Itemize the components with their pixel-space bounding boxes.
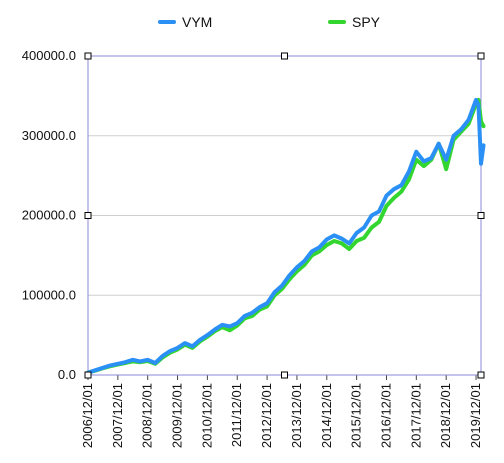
resize-handle[interactable] [281, 52, 288, 60]
x-tick-label: 2017/12/01 [408, 383, 423, 448]
x-tick-label: 2009/12/01 [170, 383, 185, 448]
series-line-spy [86, 97, 486, 375]
resize-handle[interactable] [281, 371, 288, 379]
x-tick-label: 2007/12/01 [110, 383, 125, 448]
x-tick-label: 2011/12/01 [229, 383, 244, 447]
resize-handle[interactable] [477, 371, 485, 379]
x-tick-label: 2006/12/01 [80, 383, 95, 448]
x-axis-ticks: 2006/12/01 2007/12/01 2008/12/01 2009/12/01… [80, 375, 483, 448]
x-tick-label: 2012/12/01 [259, 383, 274, 448]
x-tick-label: 2016/12/01 [378, 383, 393, 448]
x-tick-label: 2019/12/01 [468, 383, 483, 448]
resize-handle[interactable] [477, 52, 485, 60]
grid-lines [88, 55, 481, 296]
x-tick-label: 2018/12/01 [438, 383, 453, 448]
series-lines [86, 97, 486, 375]
legend-label-vym: VYM [182, 14, 212, 30]
y-tick-label: 200000.0 [22, 208, 76, 223]
series-line-vym [86, 97, 486, 375]
y-tick-label: 300000.0 [22, 128, 76, 143]
selection-handles[interactable] [84, 52, 485, 379]
resize-handle[interactable] [477, 212, 485, 219]
x-tick-label: 2010/12/01 [199, 383, 214, 448]
y-tick-label: 400000.0 [22, 48, 76, 63]
resize-handle[interactable] [84, 212, 92, 219]
y-tick-label: 100000.0 [22, 287, 76, 302]
y-axis-ticks: 0.0 100000.0 200000.0 300000.0 400000.0 [22, 48, 76, 382]
x-tick-label: 2008/12/01 [140, 383, 155, 448]
y-tick-label: 0.0 [58, 367, 76, 382]
legend: VYM SPY [158, 14, 381, 30]
resize-handle[interactable] [84, 52, 92, 60]
x-tick-label: 2015/12/01 [349, 383, 364, 448]
legend-label-spy: SPY [352, 14, 381, 30]
x-tick-label: 2013/12/01 [289, 383, 304, 448]
resize-handle[interactable] [84, 371, 92, 379]
x-tick-label: 2014/12/01 [319, 383, 334, 448]
